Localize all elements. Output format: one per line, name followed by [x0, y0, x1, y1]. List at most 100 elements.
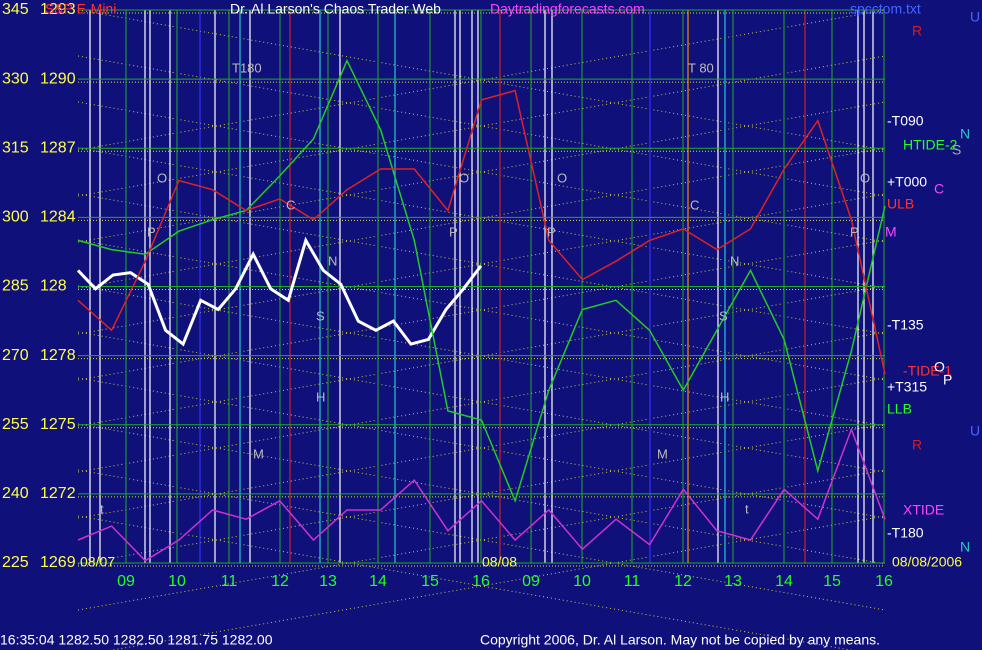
y-tick-label: 1290 [40, 70, 76, 87]
y2-tick-label: 225 [2, 554, 29, 571]
diagonal [77, 285, 886, 427]
y-tick-label: 1293 [40, 1, 76, 18]
side-letter: N [960, 126, 970, 142]
y-tick-label: 1278 [40, 347, 76, 364]
diagonal [77, 193, 886, 335]
diagonal [77, 101, 886, 243]
quote: 16:35:04 1282.50 1282.50 1281.75 1282.00 [0, 632, 273, 648]
diagonal [77, 515, 854, 650]
plot-label: t [745, 501, 749, 516]
site: Daytradingforecasts.com [490, 1, 645, 17]
plot-label: C [286, 197, 295, 212]
level-label: R [912, 23, 922, 39]
x-tick-label: 10 [573, 573, 591, 590]
diagonal [77, 55, 886, 197]
diagonal [77, 423, 886, 565]
diagonal [77, 423, 886, 565]
diagonal [109, 515, 886, 650]
date-label: 08/08 [482, 554, 517, 570]
copyright: Copyright 2006, Dr. Al Larson. May not b… [480, 632, 880, 648]
x-tick-label: 12 [674, 573, 692, 590]
plot-label: H [316, 389, 325, 404]
diagonal [77, 239, 886, 381]
y2-tick-label: 285 [2, 278, 29, 295]
side-letter: S [952, 142, 961, 158]
level-label: -T135 [887, 317, 924, 333]
x-tick-label: 10 [168, 573, 186, 590]
diagonal [77, 9, 886, 151]
diagonal [77, 377, 886, 519]
x-tick-label: 09 [117, 573, 135, 590]
y2-tick-label: 345 [2, 1, 29, 18]
level-label: ULB [887, 196, 914, 212]
side-letter: N [960, 539, 970, 555]
plot-label: t [100, 501, 104, 516]
plot-label: O [157, 170, 167, 185]
plot-label: P [147, 224, 156, 239]
level-label: -T090 [887, 113, 924, 129]
plot-label: T 80 [688, 60, 714, 75]
date-label: 08/07 [80, 554, 115, 570]
x-tick-label: 14 [369, 573, 387, 590]
y-tick-label: 1269 [40, 554, 76, 571]
chart-title: Dr. Al Larson's Chaos Trader Web [230, 1, 441, 17]
diagonal [77, 147, 886, 289]
x-tick-label: 11 [624, 573, 641, 590]
y2-tick-label: 315 [2, 139, 29, 156]
level-label: -T180 [887, 525, 924, 541]
grid: 1293 1290 1287 1284 128 1278 1275 1272 1269 345 33… [2, 1, 962, 590]
side-letters: U N S C O P U N [934, 9, 980, 555]
level-label: XTIDE [903, 502, 944, 518]
x-tick-label: 12 [271, 573, 289, 590]
plot-label: T180 [232, 60, 262, 75]
y2-tick-label: 330 [2, 70, 29, 87]
diagonal [77, 331, 886, 473]
right-labels: R -T090 HTIDE-2 +T000 ULB M -T135 -TIDE-… [885, 23, 958, 541]
side-letter: P [943, 372, 952, 388]
x-tick-label: 13 [724, 573, 742, 590]
plot-label: N [328, 253, 337, 268]
date-label: 08/08/2006 [892, 554, 962, 570]
y-tick-label: 1272 [40, 485, 76, 502]
plot-label: S [316, 308, 325, 323]
level-label: M [885, 224, 897, 240]
y-tick-label: 1287 [40, 139, 76, 156]
x-tick-label: 15 [823, 573, 841, 590]
plot-label: H [720, 389, 729, 404]
plot-label: C [690, 197, 699, 212]
x-tick-label: 16 [875, 573, 893, 590]
diagonal [77, 285, 886, 427]
y2-tick-label: 270 [2, 347, 29, 364]
level-label: +T000 [887, 174, 927, 190]
diagonal [77, 9, 886, 151]
y2-tick-label: 255 [2, 416, 29, 433]
file-name: spcctom.txt [850, 1, 921, 17]
plot-label: P [850, 224, 859, 239]
level-label: +T315 [887, 379, 927, 395]
marks [76, 58, 886, 562]
side-letter: U [970, 423, 980, 439]
plot-label: N [730, 253, 739, 268]
y-tick-label: 1275 [40, 416, 76, 433]
plot-label: M [253, 446, 264, 461]
diagonal [77, 469, 886, 611]
diagonal [77, 101, 886, 243]
y-tick-label: 1284 [40, 209, 76, 226]
plot-label: O [860, 170, 870, 185]
x-tick-label: 14 [775, 573, 793, 590]
x-tick-label: 16 [472, 573, 490, 590]
diagonal [77, 147, 886, 289]
series-line [77, 89, 886, 375]
level-label: -TIDE-1 [903, 363, 952, 379]
side-letter: O [934, 359, 945, 375]
level-label: R [912, 437, 922, 453]
x-tick-label: 13 [319, 573, 337, 590]
plot-label: M [657, 446, 668, 461]
x-tick-label: 09 [522, 573, 540, 590]
x-tick-label: 11 [221, 573, 238, 590]
side-letter: C [934, 181, 944, 197]
series-line [77, 58, 886, 504]
series-line [76, 236, 483, 347]
plot-label: O [459, 170, 469, 185]
